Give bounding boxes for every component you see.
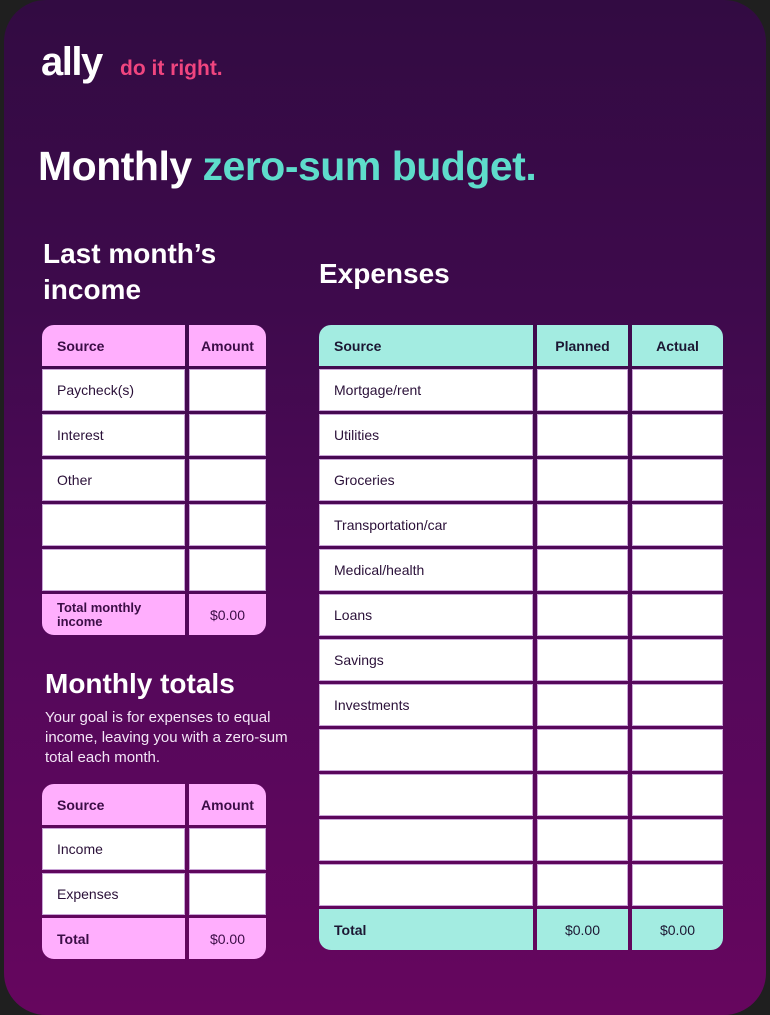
income-source-cell[interactable]	[42, 549, 185, 591]
income-source-cell[interactable]	[42, 504, 185, 546]
expense-planned-input[interactable]	[537, 459, 628, 501]
income-source-cell[interactable]: Interest	[42, 414, 185, 456]
income-source-cell[interactable]: Other	[42, 459, 185, 501]
brand-tagline: do it right.	[120, 57, 223, 80]
expenses-header-actual: Actual	[632, 325, 723, 366]
expenses-heading: Expenses	[319, 258, 450, 289]
totals-heading: Monthly totals	[45, 668, 235, 699]
expense-source-cell[interactable]: Mortgage/rent	[319, 369, 533, 411]
expenses-total-actual: $0.00	[632, 909, 723, 950]
income-amount-input[interactable]	[189, 504, 266, 546]
expense-source-cell[interactable]: Investments	[319, 684, 533, 726]
income-total-label: Total monthly income	[42, 594, 185, 635]
totals-description: Your goal is for expenses to equal incom…	[45, 709, 288, 766]
income-header-amount: Amount	[189, 325, 266, 366]
expense-actual-input[interactable]	[632, 864, 723, 906]
expense-planned-input[interactable]	[537, 549, 628, 591]
income-source-cell[interactable]: Paycheck(s)	[42, 369, 185, 411]
expense-planned-input[interactable]	[537, 864, 628, 906]
expense-planned-input[interactable]	[537, 369, 628, 411]
income-total-value: $0.00	[189, 594, 266, 635]
income-heading: Last month’s income	[43, 238, 217, 305]
income-amount-input[interactable]	[189, 549, 266, 591]
totals-total-value: $0.00	[189, 918, 266, 959]
expense-source-cell[interactable]: Utilities	[319, 414, 533, 456]
income-amount-input[interactable]	[189, 369, 266, 411]
expenses-header-source: Source	[319, 325, 533, 366]
expense-actual-input[interactable]	[632, 774, 723, 816]
expense-actual-input[interactable]	[632, 369, 723, 411]
totals-header-amount: Amount	[189, 784, 266, 825]
totals-total-label: Total	[42, 918, 185, 959]
expenses-header-planned: Planned	[537, 325, 628, 366]
page-title: Monthly zero-sum budget.	[38, 143, 537, 189]
expense-actual-input[interactable]	[632, 594, 723, 636]
expense-actual-input[interactable]	[632, 504, 723, 546]
income-header-source: Source	[42, 325, 185, 366]
expense-actual-input[interactable]	[632, 549, 723, 591]
expense-source-cell[interactable]	[319, 729, 533, 771]
expense-actual-input[interactable]	[632, 684, 723, 726]
expense-source-cell[interactable]: Medical/health	[319, 549, 533, 591]
expense-source-cell[interactable]: Savings	[319, 639, 533, 681]
expense-source-cell[interactable]	[319, 819, 533, 861]
expense-source-cell[interactable]: Loans	[319, 594, 533, 636]
expense-planned-input[interactable]	[537, 729, 628, 771]
expense-source-cell[interactable]	[319, 774, 533, 816]
expense-planned-input[interactable]	[537, 639, 628, 681]
budget-worksheet: ally do it right. Monthly zero-sum budge…	[4, 0, 766, 1015]
expense-actual-input[interactable]	[632, 459, 723, 501]
expenses-total-label: Total	[319, 909, 533, 950]
expense-planned-input[interactable]	[537, 414, 628, 456]
expense-planned-input[interactable]	[537, 819, 628, 861]
expense-source-cell[interactable]: Groceries	[319, 459, 533, 501]
expense-planned-input[interactable]	[537, 504, 628, 546]
title-part-accent: zero-sum budget.	[202, 143, 537, 189]
expense-source-cell[interactable]	[319, 864, 533, 906]
income-amount-input[interactable]	[189, 459, 266, 501]
expense-source-cell[interactable]: Transportation/car	[319, 504, 533, 546]
expense-actual-input[interactable]	[632, 819, 723, 861]
totals-header-source: Source	[42, 784, 185, 825]
totals-source-cell: Income	[42, 828, 185, 870]
expense-actual-input[interactable]	[632, 729, 723, 771]
title-part-white: Monthly	[38, 143, 192, 189]
expense-planned-input[interactable]	[537, 594, 628, 636]
expense-planned-input[interactable]	[537, 684, 628, 726]
ally-logo: ally	[41, 40, 103, 84]
expense-planned-input[interactable]	[537, 774, 628, 816]
expense-actual-input[interactable]	[632, 639, 723, 681]
totals-amount-input[interactable]	[189, 828, 266, 870]
expense-actual-input[interactable]	[632, 414, 723, 456]
totals-source-cell: Expenses	[42, 873, 185, 915]
income-amount-input[interactable]	[189, 414, 266, 456]
expenses-total-planned: $0.00	[537, 909, 628, 950]
totals-amount-input[interactable]	[189, 873, 266, 915]
